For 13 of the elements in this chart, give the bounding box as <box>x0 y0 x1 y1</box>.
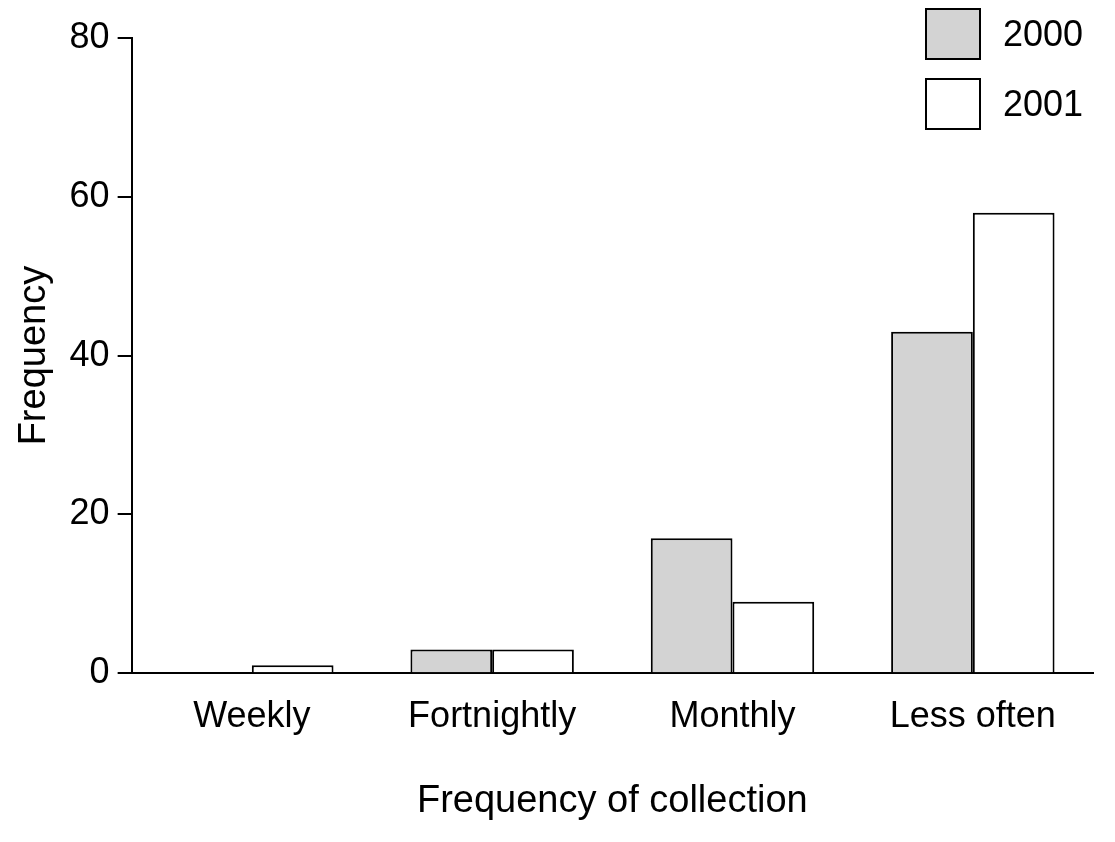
y-tick-label: 80 <box>69 14 110 56</box>
text: 2001 <box>1002 83 1083 125</box>
legend-label: 2000 <box>1002 13 1083 55</box>
x-tick-label: Fortnightly <box>408 693 577 735</box>
y-tick-label: 40 <box>69 332 110 374</box>
y-axis-title: Frequency <box>11 265 54 446</box>
x-tick-label: Monthly <box>669 693 796 735</box>
y-tick-label: 20 <box>69 491 110 533</box>
x-tick-label: Weekly <box>193 693 311 735</box>
x-tick-label: Less often <box>889 693 1056 735</box>
y-tick-label: 0 <box>89 650 110 692</box>
y-tick-label: 60 <box>69 173 110 215</box>
x-axis-title: Frequency of collection <box>416 777 808 820</box>
